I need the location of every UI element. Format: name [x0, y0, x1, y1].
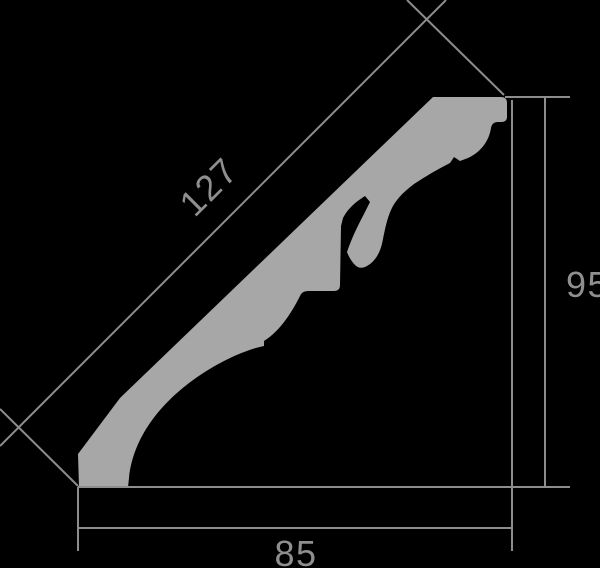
- dimension-label-95: 95: [566, 264, 600, 305]
- dimension-label-85: 85: [274, 533, 317, 568]
- dimension-line-127: [0, 0, 447, 447]
- molding-profile-shape: [78, 97, 507, 487]
- dimension-label-127: 127: [171, 149, 246, 224]
- extension-line-127-top: [406, 0, 505, 96]
- extension-line-127-bottom: [0, 408, 79, 487]
